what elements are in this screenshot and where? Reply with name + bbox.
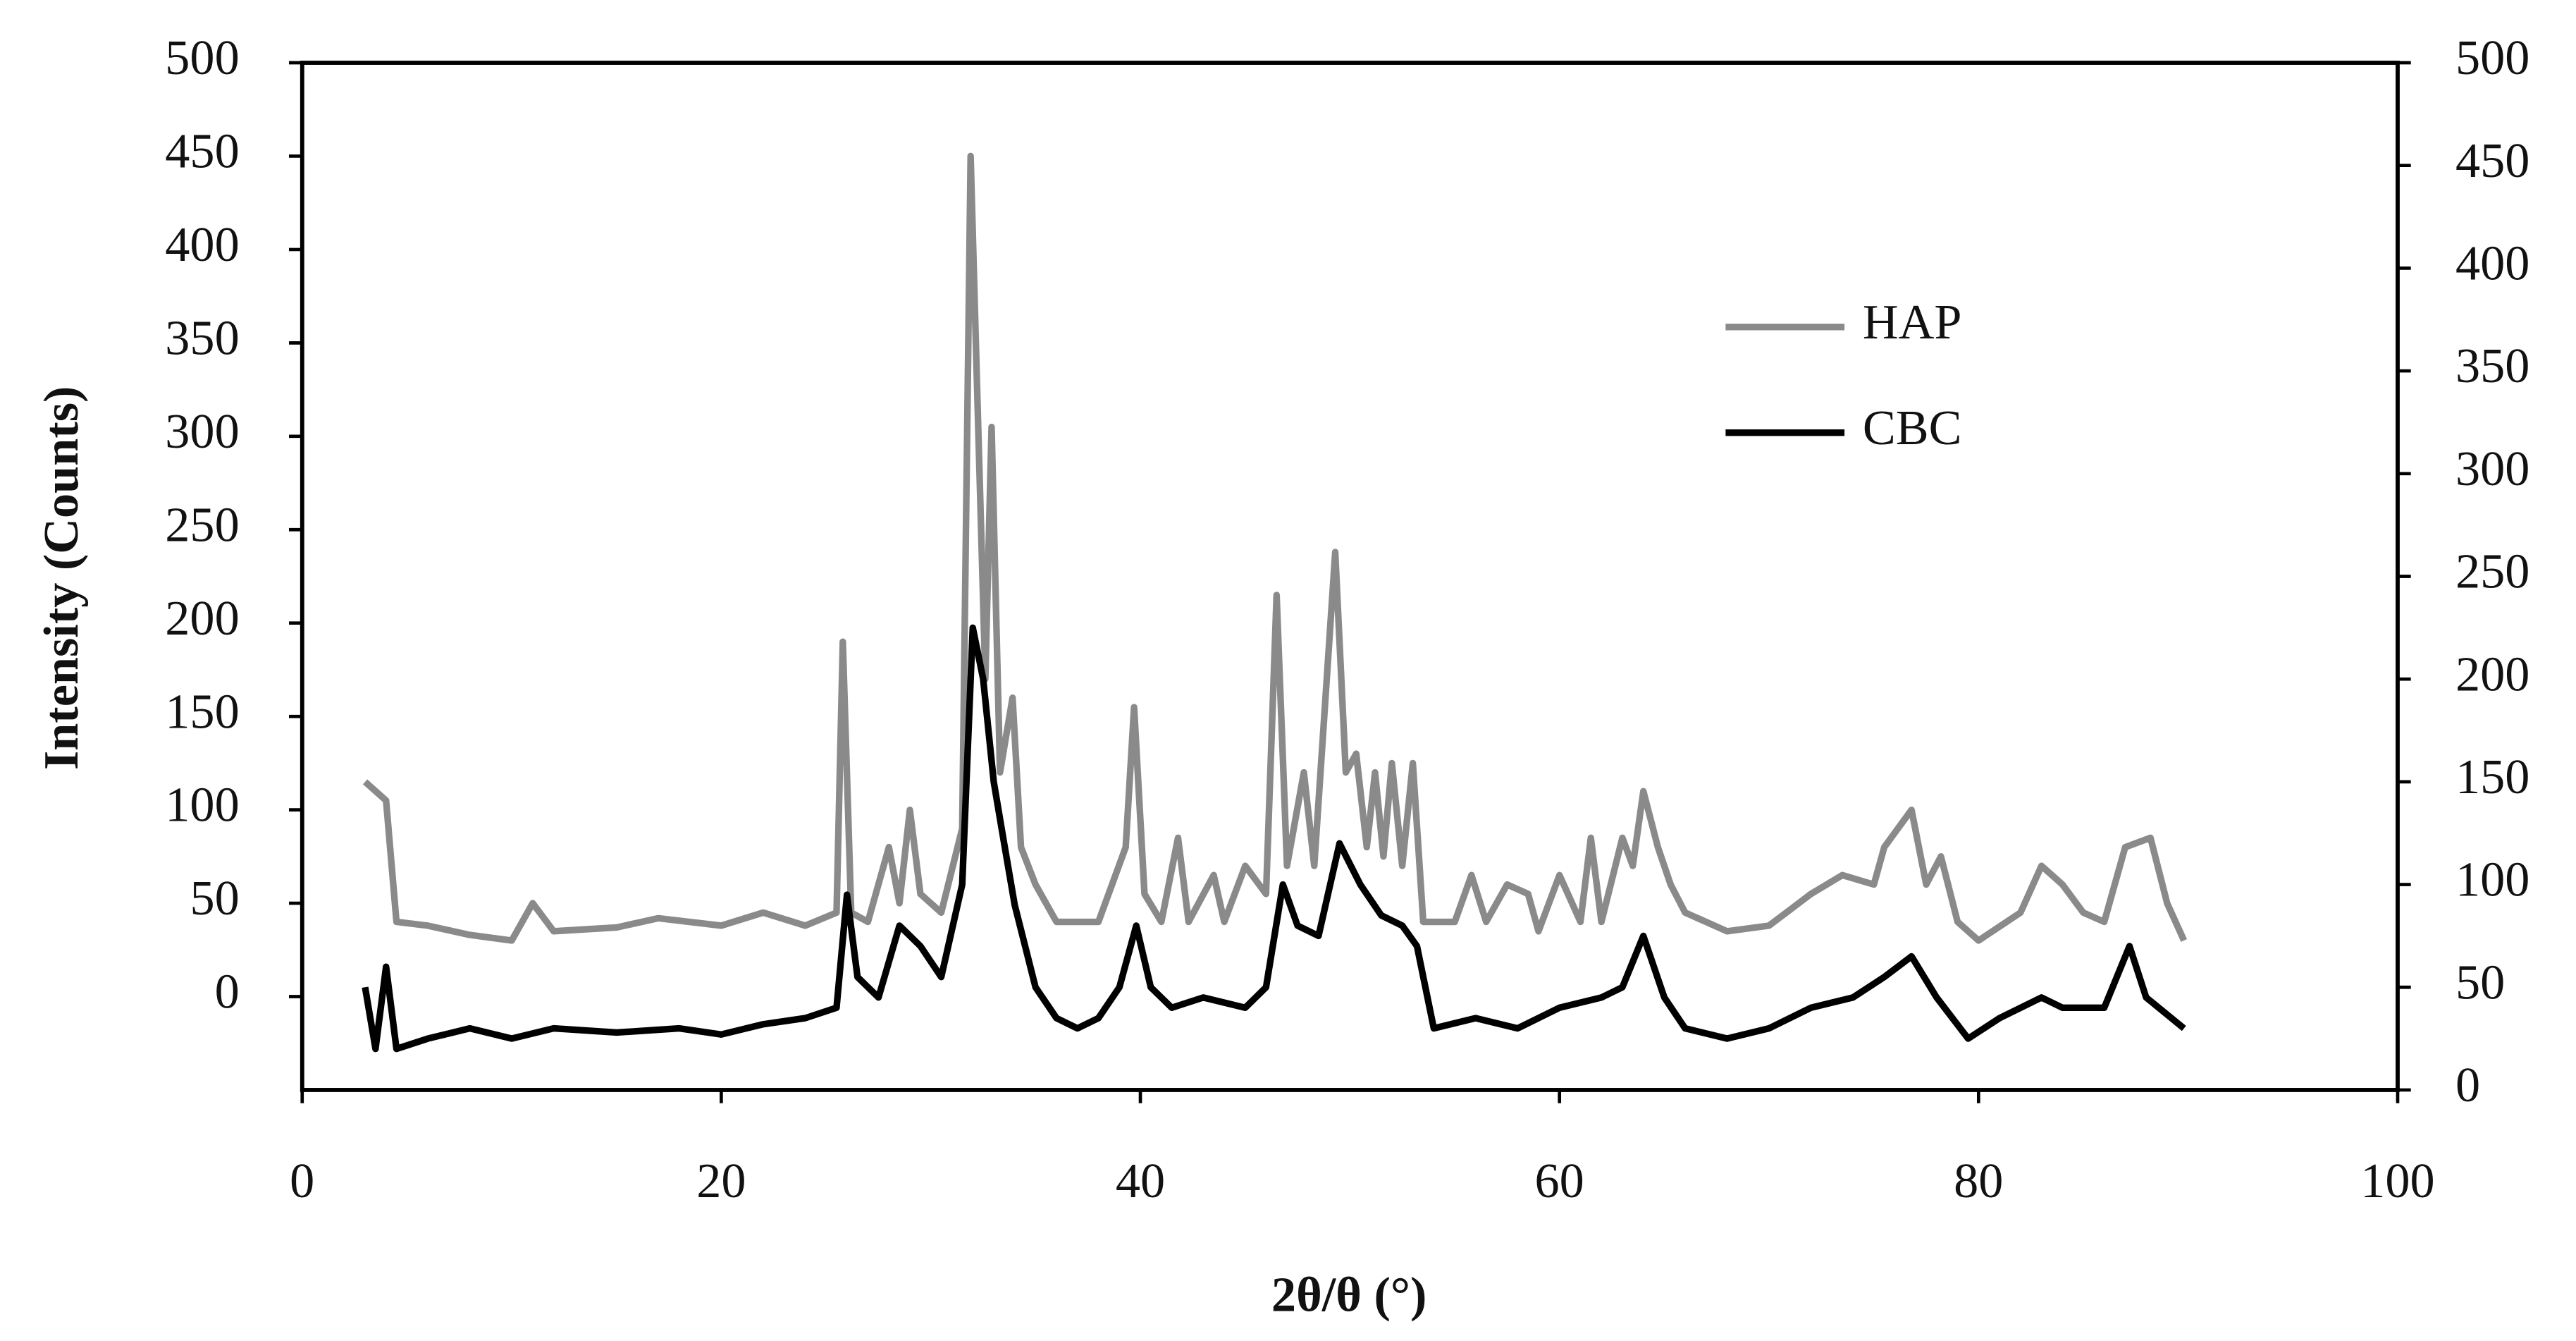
y2-tick-label: 450 xyxy=(2455,133,2529,188)
y-tick-label: 500 xyxy=(165,30,239,85)
y2-tick-label: 350 xyxy=(2455,338,2529,393)
y2-tick-label: 150 xyxy=(2455,749,2529,804)
legend-label: CBC xyxy=(1863,400,1962,455)
y2-tick-label: 0 xyxy=(2455,1058,2480,1113)
y-tick-label: 450 xyxy=(165,124,239,179)
legend-label: HAP xyxy=(1863,295,1962,350)
y-axis-label: Intensity (Counts) xyxy=(34,386,89,771)
x-tick-label: 0 xyxy=(290,1153,314,1208)
y2-tick-label: 400 xyxy=(2455,236,2529,291)
plot-frame xyxy=(300,61,2400,1092)
y-tick-label: 50 xyxy=(190,871,239,926)
y2-tick-label: 50 xyxy=(2455,955,2505,1010)
y2-tick-label: 100 xyxy=(2455,852,2529,907)
y-tick-label: 200 xyxy=(165,591,239,646)
x-tick-label: 20 xyxy=(696,1153,746,1208)
x-tick-label: 60 xyxy=(1535,1153,1584,1208)
y2-tick-label: 200 xyxy=(2455,647,2529,702)
y2-tick-label: 300 xyxy=(2455,441,2529,496)
y2-tick-label: 250 xyxy=(2455,544,2529,599)
y-tick-label: 0 xyxy=(215,965,240,1019)
y-tick-label: 350 xyxy=(165,310,239,365)
x-tick-label: 80 xyxy=(1954,1153,2003,1208)
y-tick-label: 400 xyxy=(165,217,239,272)
y2-tick-label: 500 xyxy=(2455,30,2529,85)
data-line xyxy=(362,624,2186,1053)
x-tick-label: 40 xyxy=(1116,1153,1165,1208)
data-line xyxy=(362,152,2188,944)
y-tick-label: 150 xyxy=(165,684,239,739)
y-tick-label: 250 xyxy=(165,497,239,552)
x-axis-label: 2θ/θ (°) xyxy=(1271,1268,1427,1323)
x-tick-label: 100 xyxy=(2360,1153,2434,1208)
y-tick-label: 100 xyxy=(165,778,239,833)
y-tick-label: 300 xyxy=(165,404,239,459)
